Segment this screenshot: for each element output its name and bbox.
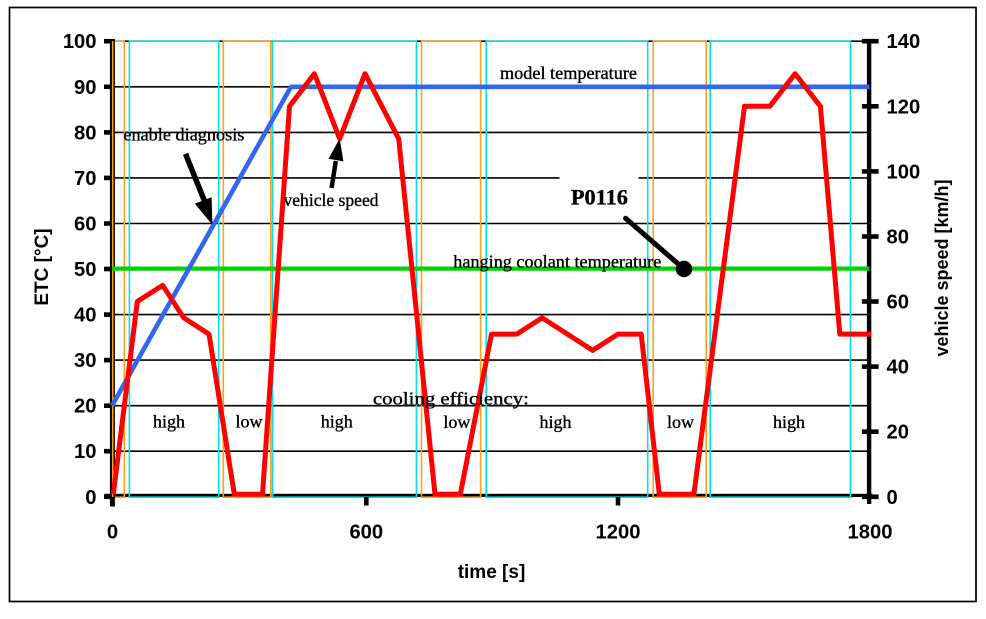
svg-text:20: 20 bbox=[74, 396, 96, 418]
svg-text:hanging coolant temperature: hanging coolant temperature bbox=[453, 252, 661, 272]
svg-text:vehicle speed [km/h]: vehicle speed [km/h] bbox=[932, 179, 952, 356]
svg-text:50: 50 bbox=[74, 259, 96, 281]
svg-text:low: low bbox=[667, 412, 694, 432]
svg-text:enable diagnosis: enable diagnosis bbox=[123, 125, 244, 145]
svg-text:vehicle speed: vehicle speed bbox=[284, 190, 379, 210]
svg-text:100: 100 bbox=[887, 161, 921, 183]
svg-text:140: 140 bbox=[887, 31, 921, 53]
svg-text:80: 80 bbox=[887, 227, 909, 249]
svg-text:40: 40 bbox=[74, 305, 96, 327]
svg-text:90: 90 bbox=[74, 77, 96, 99]
svg-text:40: 40 bbox=[887, 357, 909, 379]
svg-text:model temperature: model temperature bbox=[500, 63, 637, 83]
svg-text:80: 80 bbox=[74, 122, 96, 144]
svg-text:100: 100 bbox=[63, 31, 97, 53]
svg-text:P0116: P0116 bbox=[571, 185, 628, 210]
svg-text:60: 60 bbox=[74, 214, 96, 236]
svg-text:cooling efficiency:: cooling efficiency: bbox=[373, 389, 529, 409]
svg-text:time [s]: time [s] bbox=[458, 562, 526, 583]
svg-text:30: 30 bbox=[74, 350, 96, 372]
svg-text:high: high bbox=[321, 412, 353, 432]
svg-text:ETC [°C]: ETC [°C] bbox=[32, 228, 53, 305]
svg-text:0: 0 bbox=[85, 487, 96, 509]
svg-text:low: low bbox=[236, 412, 263, 432]
svg-text:high: high bbox=[153, 412, 185, 432]
svg-text:120: 120 bbox=[887, 96, 921, 118]
svg-text:10: 10 bbox=[74, 441, 96, 463]
svg-text:1200: 1200 bbox=[596, 522, 641, 544]
svg-text:0: 0 bbox=[107, 522, 118, 544]
svg-text:low: low bbox=[443, 412, 470, 432]
svg-text:70: 70 bbox=[74, 168, 96, 190]
svg-text:600: 600 bbox=[349, 522, 383, 544]
svg-text:60: 60 bbox=[887, 292, 909, 314]
svg-text:0: 0 bbox=[887, 487, 898, 509]
svg-text:20: 20 bbox=[887, 422, 909, 444]
svg-text:1800: 1800 bbox=[848, 522, 893, 544]
svg-text:high: high bbox=[539, 412, 571, 432]
svg-text:high: high bbox=[773, 412, 805, 432]
